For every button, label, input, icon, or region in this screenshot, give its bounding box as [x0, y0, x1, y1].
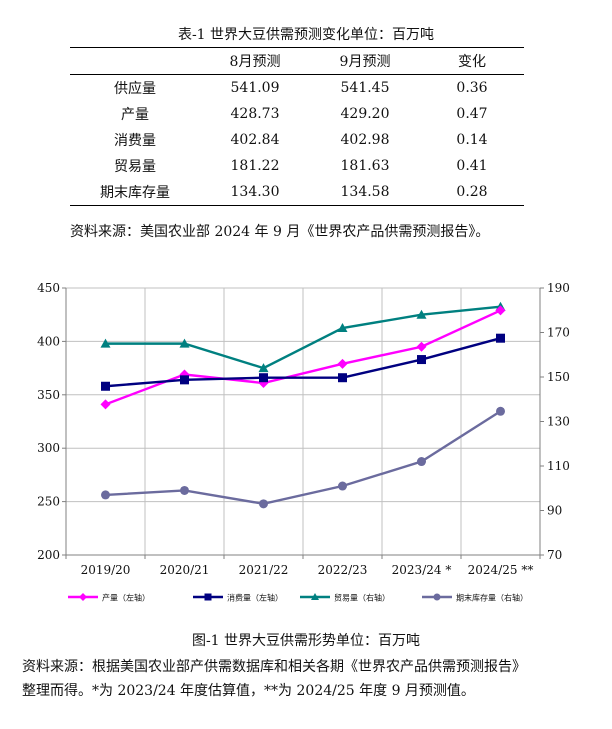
table-cell: 181.63 — [340, 158, 390, 174]
figure-caption: 图-1 世界大豆供需形势单位：百万吨 — [191, 633, 421, 649]
series-line — [105, 305, 501, 370]
data-point-marker — [259, 499, 268, 509]
data-point-marker — [180, 375, 189, 385]
table-cell: 541.45 — [340, 80, 390, 96]
table-header-cell: 9月预测 — [339, 54, 391, 70]
table-source-note: 资料来源：美国农业部 2024 年 9 月《世界农产品供需预测报告》。 — [70, 224, 490, 240]
figure-source-line: 资料来源：根据美国农业部产供需数据库和相关各期《世界农产品供需预测报告》 — [22, 659, 526, 675]
data-point-marker — [79, 593, 87, 601]
data-point-marker — [495, 305, 506, 316]
left-axis-tick-label: 400 — [37, 334, 60, 348]
right-axis-tick-label: 130 — [547, 415, 570, 429]
right-axis-tick-label: 150 — [547, 370, 570, 384]
table-row: 供应量 541.09 541.45 0.36 — [70, 75, 524, 102]
table-cell: 429.20 — [340, 106, 390, 122]
data-point-marker — [204, 593, 212, 601]
row-label: 期末库存量 — [100, 185, 170, 201]
table-cell: 0.28 — [456, 184, 488, 200]
table-cell: 134.30 — [230, 184, 280, 200]
table-row: 消费量 402.84 402.98 0.14 — [70, 127, 524, 153]
series-line — [105, 337, 501, 388]
series-line — [105, 309, 502, 406]
data-point-marker — [417, 355, 426, 365]
data-point-marker — [101, 490, 110, 500]
data-point-marker — [337, 323, 348, 333]
table-row: 期末库存量 134.30 134.58 0.28 — [70, 179, 524, 206]
data-point-marker — [179, 338, 190, 348]
x-axis-tick-label: 2020/21 — [160, 563, 210, 577]
table-header-cell: 变化 — [458, 54, 486, 70]
right-axis-tick-label: 170 — [547, 326, 570, 340]
table-row: 产量 428.73 429.20 0.47 — [70, 101, 524, 127]
table-cell: 402.84 — [230, 132, 280, 148]
table-cell: 0.36 — [456, 80, 488, 96]
data-point-marker — [258, 363, 269, 373]
data-point-marker — [337, 358, 348, 369]
table-title: 表-1 世界大豆供需预测变化单位：百万吨 — [177, 27, 435, 43]
row-label: 产量 — [121, 107, 149, 123]
left-axis-tick-label: 300 — [37, 441, 60, 455]
table-cell: 181.22 — [230, 158, 280, 174]
x-axis-tick-label: 2019/20 — [81, 563, 131, 577]
table-row: 贸易量 181.22 181.63 0.41 — [70, 153, 524, 179]
row-label: 供应量 — [114, 81, 156, 97]
table-header-cell: 8月预测 — [229, 54, 281, 70]
data-point-marker — [180, 485, 189, 495]
legend-label: 产量（左轴） — [102, 593, 150, 603]
data-point-marker — [496, 406, 505, 416]
legend-label: 贸易量（右轴） — [334, 593, 390, 603]
series-line — [105, 410, 502, 506]
row-label: 贸易量 — [114, 159, 156, 175]
table-header-cell — [70, 48, 200, 75]
figure-source-line: 整理而得。*为 2023/24 年度估算值，**为 2024/25 年度 9 月… — [22, 683, 475, 699]
table-cell: 134.58 — [340, 184, 390, 200]
right-axis-tick-label: 70 — [547, 548, 562, 562]
x-axis-tick-label: 2021/22 — [239, 563, 289, 577]
data-point-marker — [338, 481, 347, 491]
supply-demand-table: 8月预测 9月预测 变化 供应量 541.09 541.45 0.36 产量 4… — [70, 47, 524, 206]
left-axis-tick-label: 350 — [37, 388, 60, 402]
data-point-marker — [101, 381, 110, 391]
data-point-marker — [311, 593, 319, 600]
right-axis-tick-label: 190 — [547, 281, 570, 295]
x-axis-tick-label: 2023/24 * — [392, 563, 452, 577]
left-axis-tick-label: 450 — [37, 281, 60, 295]
data-point-marker — [496, 333, 505, 343]
table-cell: 0.47 — [456, 106, 488, 122]
data-point-marker — [433, 593, 441, 601]
table-cell: 402.98 — [340, 132, 390, 148]
left-axis-tick-label: 250 — [37, 495, 60, 509]
left-axis-tick-label: 200 — [37, 548, 60, 562]
table-cell: 0.14 — [456, 132, 488, 148]
legend-label: 消费量（左轴） — [227, 593, 283, 603]
legend-label: 期末库存量（右轴） — [456, 593, 528, 603]
data-point-marker — [259, 373, 268, 383]
x-axis-tick-label: 2022/23 — [318, 563, 368, 577]
data-point-marker — [100, 399, 111, 410]
soybean-trend-chart: 200 250 300 350 400 450 70 90 110 130 150 170 190 201… — [37, 281, 570, 603]
data-point-marker — [416, 309, 427, 319]
data-point-marker — [416, 341, 427, 352]
table-header-row: 8月预测 9月预测 变化 — [70, 47, 524, 75]
table-cell: 0.41 — [456, 158, 488, 174]
table-cell: 428.73 — [230, 106, 280, 122]
data-point-marker — [417, 457, 426, 467]
right-axis-tick-label: 90 — [547, 504, 562, 518]
figure-source-note: 资料来源：根据美国农业部产供需数据库和相关各期《世界农产品供需预测报告》 整理而… — [22, 655, 526, 703]
x-axis-tick-label: 2024/25 ** — [468, 563, 534, 577]
right-axis-tick-label: 110 — [547, 459, 570, 473]
table-cell: 541.09 — [230, 80, 280, 96]
row-label: 消费量 — [114, 133, 156, 149]
data-point-marker — [338, 373, 347, 383]
data-point-marker — [100, 338, 111, 348]
